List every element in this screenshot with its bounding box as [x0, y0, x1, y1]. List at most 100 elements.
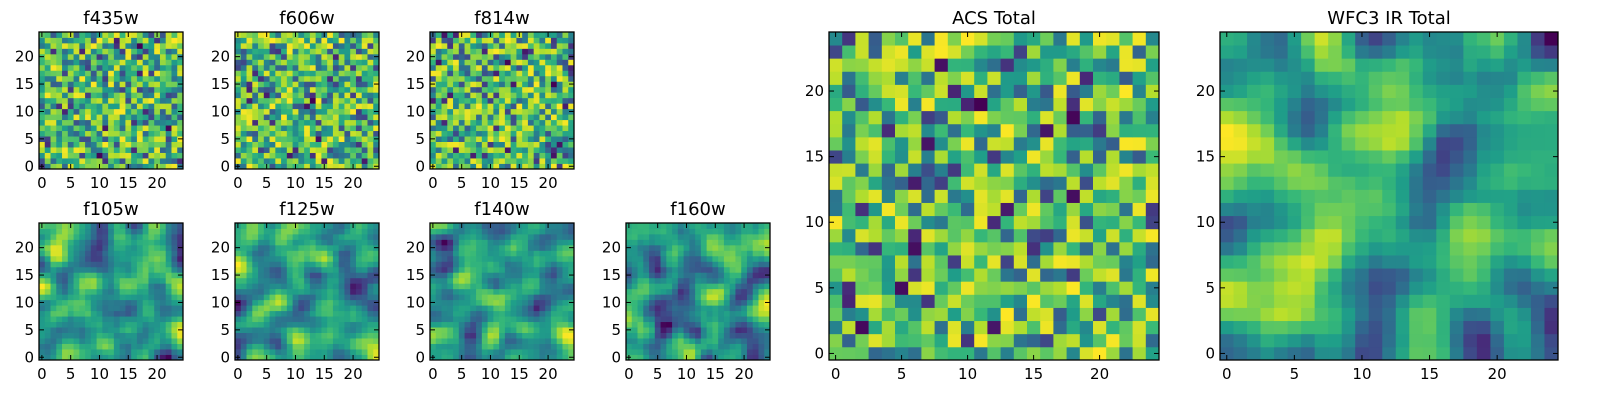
heatmap-cell — [298, 103, 305, 110]
heatmap-cell — [660, 354, 667, 361]
heatmap-cell — [752, 239, 759, 246]
heatmap-cell — [85, 53, 92, 60]
heatmap-cell — [246, 343, 253, 350]
heatmap-cell — [470, 53, 477, 60]
heatmap-cell — [108, 59, 115, 66]
heatmap-cell — [355, 305, 363, 312]
heatmap-cell — [367, 321, 374, 328]
heatmap-cell — [626, 288, 633, 295]
heatmap-cell — [458, 70, 465, 77]
heatmap-cell — [102, 136, 109, 142]
heatmap-cell — [626, 321, 633, 328]
heatmap-cell — [1093, 281, 1107, 295]
heatmap-cell — [73, 233, 80, 240]
heatmap-cell — [263, 119, 270, 126]
heatmap-cell — [643, 354, 650, 361]
panel-title: f606w — [279, 8, 334, 29]
heatmap-cell — [562, 158, 569, 164]
heatmap-cell — [332, 92, 340, 99]
heatmap-cell — [79, 250, 86, 257]
heatmap-cell — [304, 233, 311, 240]
heatmap-cell — [327, 349, 334, 355]
heatmap-cell — [453, 244, 460, 251]
heatmap-cell — [435, 332, 442, 339]
heatmap-cell — [516, 108, 523, 115]
heatmap-cell — [695, 343, 702, 350]
y-tick-label: 0 — [24, 157, 34, 175]
heatmap-cell — [447, 147, 454, 153]
heatmap-cell — [240, 81, 247, 88]
heatmap-cell — [499, 228, 506, 235]
heatmap-cell — [447, 272, 454, 279]
heatmap-cell — [504, 223, 512, 229]
heatmap-cell — [275, 114, 282, 121]
heatmap-cell — [338, 255, 345, 262]
heatmap-cell — [545, 316, 552, 323]
axes-frame — [625, 222, 771, 361]
heatmap-cell — [90, 92, 97, 99]
heatmap-cell — [373, 250, 380, 257]
heatmap-cell — [73, 343, 80, 350]
heatmap-cell — [292, 272, 299, 279]
heatmap-cell — [643, 223, 650, 229]
heatmap-cell — [119, 53, 126, 60]
heatmap-cell — [338, 277, 345, 284]
heatmap-cell — [464, 53, 471, 60]
heatmap-cell — [269, 305, 276, 312]
heatmap-cell — [165, 141, 172, 148]
heatmap-cell — [533, 70, 540, 77]
heatmap-cell — [131, 255, 138, 262]
heatmap-cell — [350, 53, 357, 60]
heatmap-cell — [113, 244, 121, 251]
heatmap-cell — [637, 223, 644, 229]
heatmap-cell — [626, 266, 633, 273]
heatmap-cell — [298, 147, 305, 153]
heatmap-cell — [136, 114, 144, 121]
heatmap-cell — [142, 310, 149, 317]
heatmap-cell — [718, 223, 725, 229]
heatmap-cell — [315, 310, 322, 317]
heatmap-cell — [240, 250, 247, 257]
heatmap-cell — [746, 349, 754, 355]
heatmap-cell — [56, 32, 63, 38]
heatmap-cell — [499, 272, 506, 279]
heatmap-cell — [125, 53, 132, 60]
heatmap-cell — [113, 59, 121, 66]
heatmap-cell — [286, 277, 293, 284]
heatmap-cell — [108, 354, 115, 361]
heatmap-cell — [527, 283, 535, 290]
heatmap-cell — [240, 239, 247, 246]
heatmap-cell — [464, 299, 471, 306]
heatmap-cell — [165, 97, 172, 104]
heatmap-cell — [649, 283, 656, 290]
heatmap-cell — [73, 266, 80, 273]
heatmap-cell — [350, 272, 357, 279]
heatmap-cell — [961, 176, 975, 190]
heatmap-cell — [741, 272, 748, 279]
heatmap-cell — [79, 294, 86, 301]
heatmap-cell — [321, 261, 328, 268]
heatmap-cell — [154, 255, 161, 262]
heatmap-cell — [62, 266, 69, 273]
heatmap-cell — [1132, 163, 1147, 177]
heatmap-cell — [125, 266, 132, 273]
heatmap-cell — [934, 294, 949, 308]
heatmap-cell — [533, 310, 540, 317]
heatmap-cell — [1066, 294, 1081, 308]
x-tick-label: 15 — [510, 365, 529, 383]
heatmap-cell — [171, 354, 178, 361]
heatmap-cell — [67, 321, 74, 328]
heatmap-cell — [119, 343, 126, 350]
y-tick-label: 0 — [24, 348, 34, 366]
heatmap-cell — [361, 327, 368, 333]
heatmap-cell — [522, 272, 529, 279]
heatmap-cell — [338, 250, 345, 257]
heatmap-cell — [154, 97, 161, 104]
heatmap-cell — [73, 255, 80, 262]
heatmap-cell — [246, 64, 253, 71]
heatmap-cell — [458, 327, 465, 333]
heatmap-cell — [1000, 307, 1015, 322]
heatmap-cell — [373, 158, 380, 164]
heatmap-cell — [464, 147, 471, 153]
heatmap-cell — [298, 338, 305, 344]
